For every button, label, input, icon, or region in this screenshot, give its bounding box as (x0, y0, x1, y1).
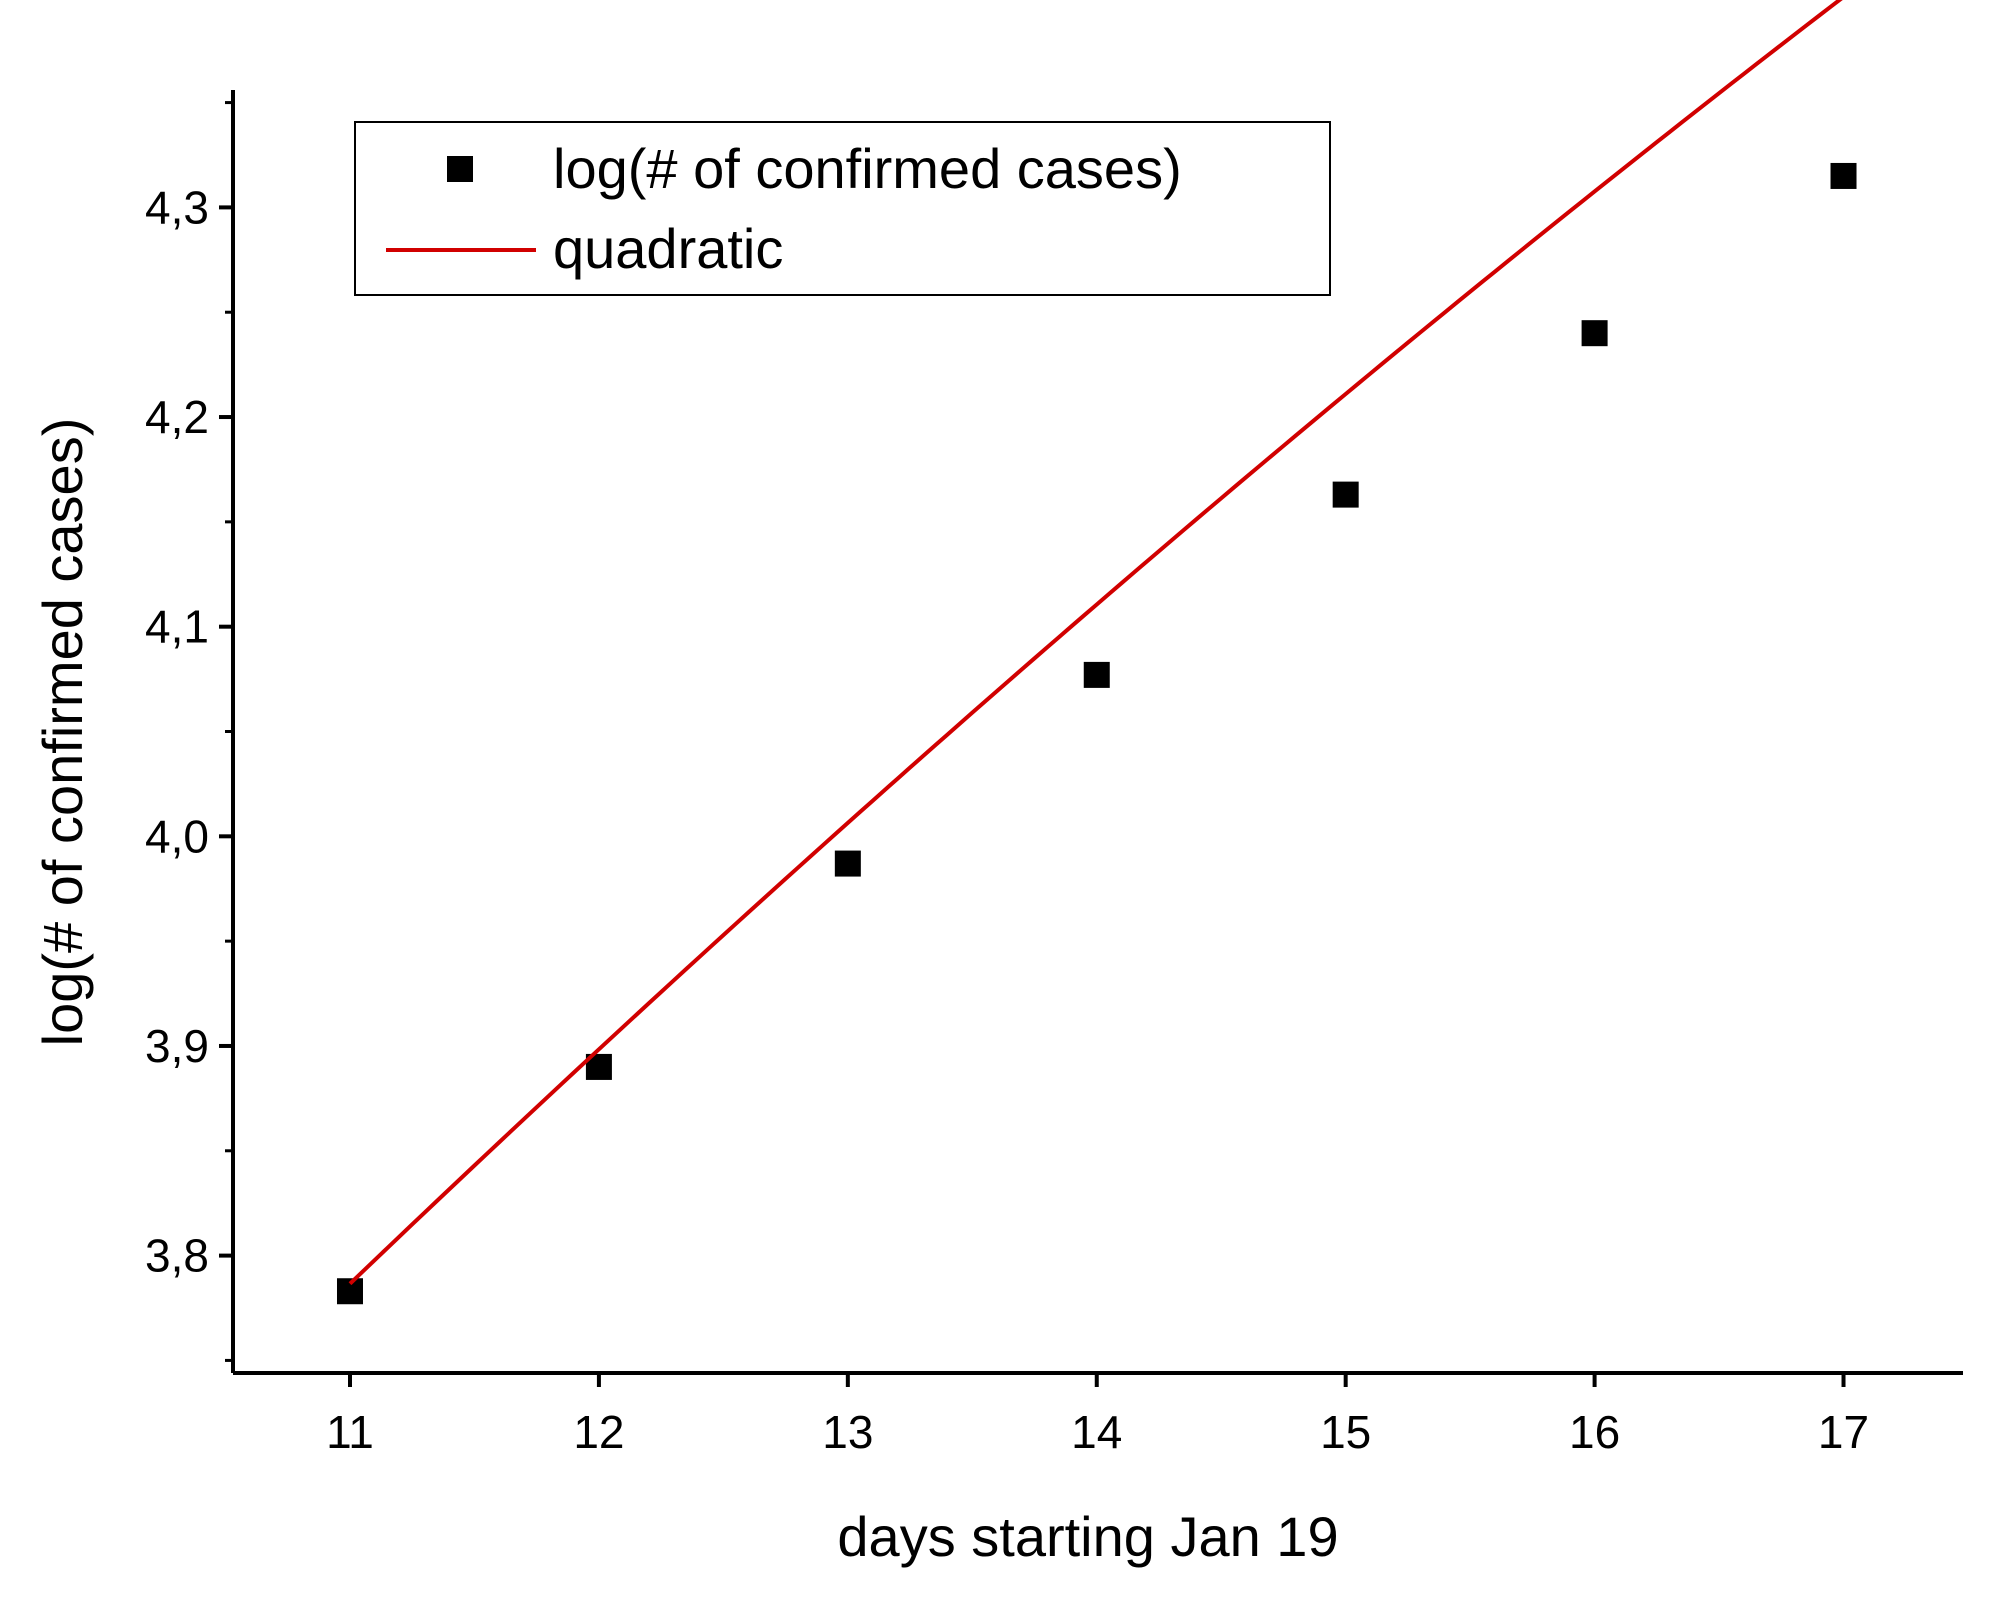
data-point (1083, 661, 1110, 688)
y-tick-label: 4,1 (145, 601, 209, 653)
plot-content (336, 0, 1857, 1305)
x-tick-label: 15 (1320, 1406, 1371, 1458)
data-point (1830, 162, 1857, 189)
x-tick-label: 12 (573, 1406, 624, 1458)
x-axis-title: days starting Jan 19 (837, 1505, 1338, 1568)
legend-marker-square (447, 156, 473, 182)
data-point (1581, 320, 1608, 347)
y-axis-ticks: 3,8 3,9 4,0 4,1 4,2 4,3 (145, 101, 233, 1362)
y-tick-label: 4,0 (145, 810, 209, 862)
fit-line-quadratic (348, 0, 1843, 1286)
data-point (834, 850, 861, 877)
data-point (1332, 481, 1359, 508)
y-tick-label: 3,8 (145, 1230, 209, 1282)
y-tick-label: 4,3 (145, 181, 209, 233)
legend-box (354, 121, 1331, 296)
legend-label-line: quadratic (553, 217, 783, 280)
x-tick-label: 13 (822, 1406, 873, 1458)
legend: log(# of confirmed cases) quadratic (354, 121, 1331, 296)
legend-label-scatter: log(# of confirmed cases) (553, 137, 1182, 200)
x-tick-label: 17 (1818, 1406, 1869, 1458)
x-axis-ticks: 11 12 13 14 15 16 17 (326, 1373, 1869, 1458)
x-tick-label: 16 (1569, 1406, 1620, 1458)
y-tick-label: 4,2 (145, 391, 209, 443)
x-tick-label: 11 (326, 1406, 374, 1458)
y-tick-label: 3,9 (145, 1020, 209, 1072)
x-tick-label: 14 (1071, 1406, 1122, 1458)
y-axis-title: log(# of confirmed cases) (31, 418, 94, 1047)
